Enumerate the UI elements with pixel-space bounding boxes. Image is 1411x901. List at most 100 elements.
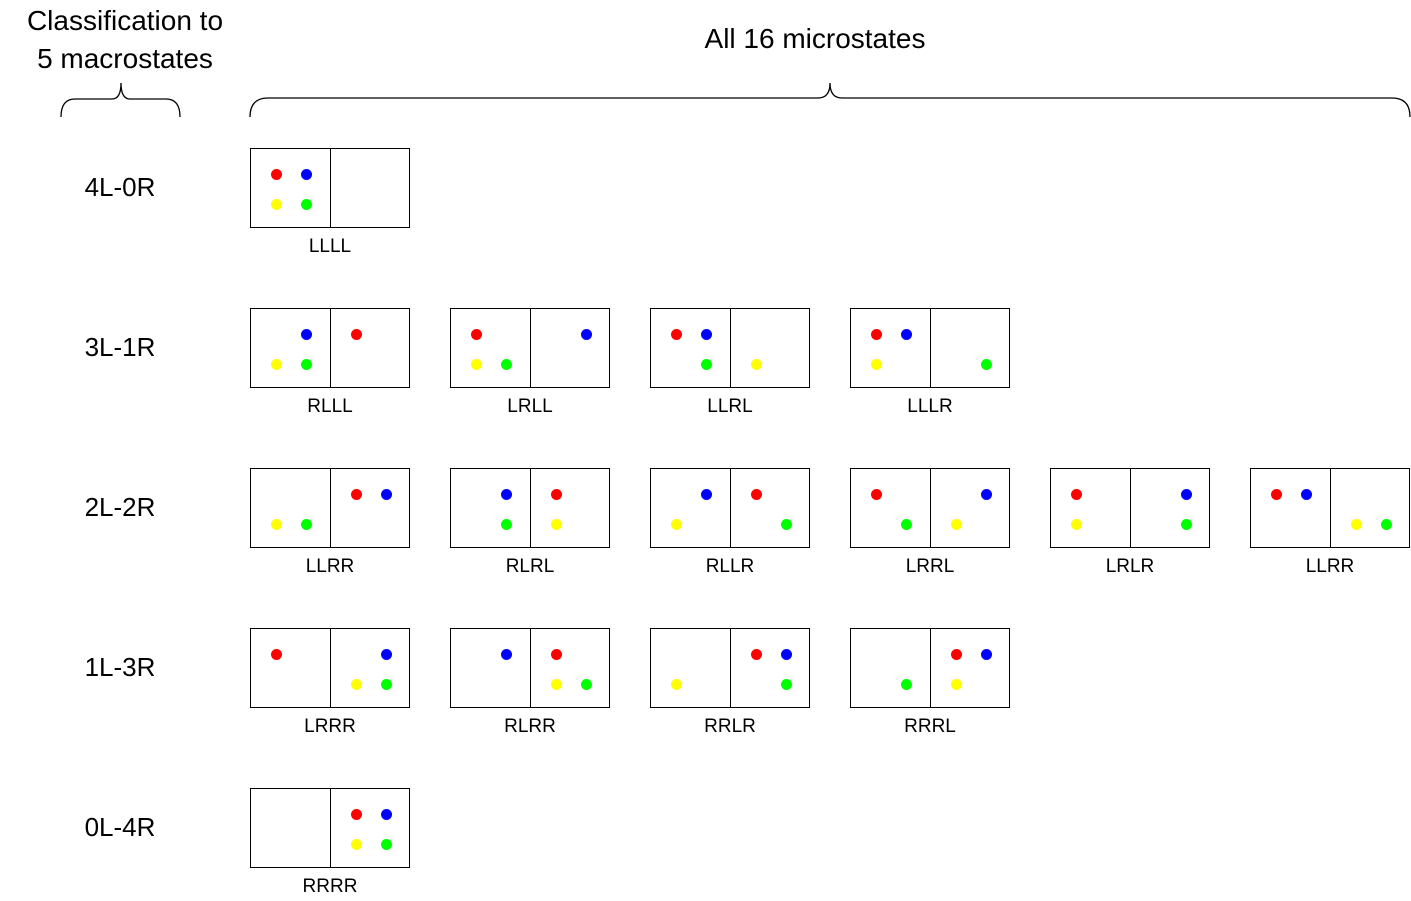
microstate-label: RLRL (505, 556, 555, 577)
red-ball (950, 648, 962, 660)
green-ball (780, 678, 792, 690)
yellow-ball (950, 678, 962, 690)
yellow-ball (1070, 518, 1082, 530)
box-divider (730, 469, 731, 547)
red-ball (470, 328, 482, 340)
microstate-box (650, 628, 810, 708)
microstate-label: RRRR (302, 876, 358, 897)
red-ball (670, 328, 682, 340)
box-divider (1330, 469, 1331, 547)
red-ball (870, 488, 882, 500)
blue-ball (980, 648, 992, 660)
microstate-label: LLLR (907, 396, 953, 417)
red-ball (350, 808, 362, 820)
macrostate-label: 3L-1R (84, 332, 156, 362)
yellow-ball (750, 358, 762, 370)
green-ball (300, 198, 312, 210)
box-divider (930, 629, 931, 707)
box-divider (730, 629, 731, 707)
yellow-ball (1350, 518, 1362, 530)
blue-ball (380, 808, 392, 820)
yellow-ball (670, 678, 682, 690)
blue-ball (380, 648, 392, 660)
yellow-ball (550, 518, 562, 530)
blue-ball (700, 488, 712, 500)
microstate-label: LRLR (1105, 556, 1155, 577)
red-ball (270, 168, 282, 180)
green-ball (700, 358, 712, 370)
microstate-box (450, 628, 610, 708)
green-ball (980, 358, 992, 370)
microstate-box (250, 628, 410, 708)
yellow-ball (270, 518, 282, 530)
yellow-ball (470, 358, 482, 370)
yellow-ball (870, 358, 882, 370)
microstate-box (650, 468, 810, 548)
microstate-box (850, 308, 1010, 388)
box-divider (530, 309, 531, 387)
box-divider (330, 149, 331, 227)
blue-ball (580, 328, 592, 340)
yellow-ball (670, 518, 682, 530)
green-ball (780, 518, 792, 530)
microstate-label: RLLR (705, 556, 755, 577)
green-ball (1380, 518, 1392, 530)
microstate-box (250, 468, 410, 548)
red-ball (1070, 488, 1082, 500)
box-divider (330, 789, 331, 867)
microstate-label: LLRL (707, 396, 753, 417)
microstate-box (850, 468, 1010, 548)
green-ball (1180, 518, 1192, 530)
green-ball (380, 678, 392, 690)
microstate-label: LLLL (308, 236, 352, 257)
blue-ball (500, 488, 512, 500)
blue-ball (300, 328, 312, 340)
box-divider (330, 309, 331, 387)
classification-title-line2: 5 macrostates (37, 43, 213, 74)
blue-ball (300, 168, 312, 180)
box-divider (530, 469, 531, 547)
classification-brace (60, 82, 181, 118)
microstates-brace (249, 82, 1411, 118)
box-divider (930, 469, 931, 547)
red-ball (750, 648, 762, 660)
microstate-label: LRLL (507, 396, 553, 417)
yellow-ball (550, 678, 562, 690)
box-divider (730, 309, 731, 387)
blue-ball (1180, 488, 1192, 500)
green-ball (300, 518, 312, 530)
classification-title-line1: Classification to (26, 5, 224, 36)
microstate-box (650, 308, 810, 388)
red-ball (550, 488, 562, 500)
blue-ball (980, 488, 992, 500)
macrostate-label: 4L-0R (84, 172, 156, 202)
red-ball (1270, 488, 1282, 500)
blue-ball (500, 648, 512, 660)
macrostate-label: 2L-2R (84, 492, 156, 522)
microstate-box (250, 148, 410, 228)
microstate-label: RLLL (307, 396, 353, 417)
red-ball (870, 328, 882, 340)
microstate-box (250, 788, 410, 868)
yellow-ball (950, 518, 962, 530)
microstate-box (250, 308, 410, 388)
microstate-label: RRRL (904, 716, 956, 737)
red-ball (350, 328, 362, 340)
microstate-label: LLRR (1305, 556, 1355, 577)
macrostate-label: 1L-3R (84, 652, 156, 682)
box-divider (330, 469, 331, 547)
microstate-box (850, 628, 1010, 708)
microstate-box (1050, 468, 1210, 548)
green-ball (900, 678, 912, 690)
blue-ball (900, 328, 912, 340)
yellow-ball (350, 838, 362, 850)
red-ball (350, 488, 362, 500)
green-ball (380, 838, 392, 850)
box-divider (530, 629, 531, 707)
blue-ball (380, 488, 392, 500)
green-ball (500, 518, 512, 530)
microstate-box (450, 308, 610, 388)
microstate-label: RRLR (704, 716, 756, 737)
